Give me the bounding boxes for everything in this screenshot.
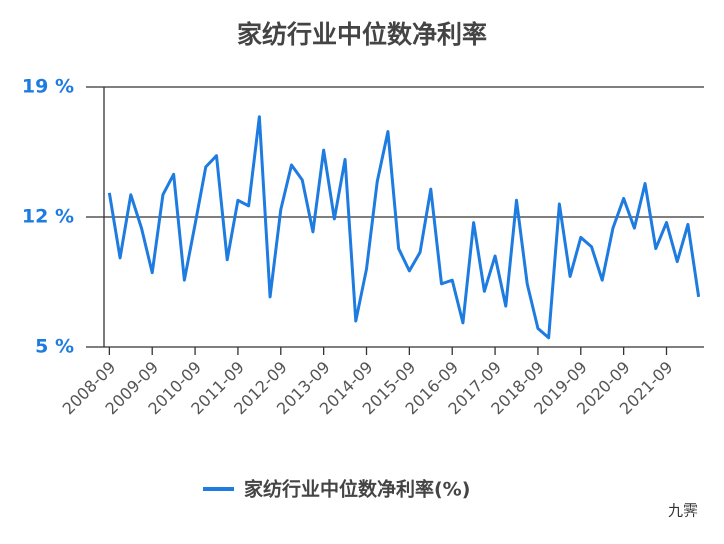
- legend-label: 家纺行业中位数净利率(%): [244, 478, 470, 501]
- y-tick-label: 12 %: [22, 206, 74, 228]
- watermark: 九霁: [668, 502, 698, 520]
- y-tick-label: 5 %: [35, 336, 74, 358]
- y-tick-label: 19 %: [22, 76, 74, 98]
- chart-title: 家纺行业中位数净利率: [237, 20, 487, 49]
- data-line: [107, 115, 701, 340]
